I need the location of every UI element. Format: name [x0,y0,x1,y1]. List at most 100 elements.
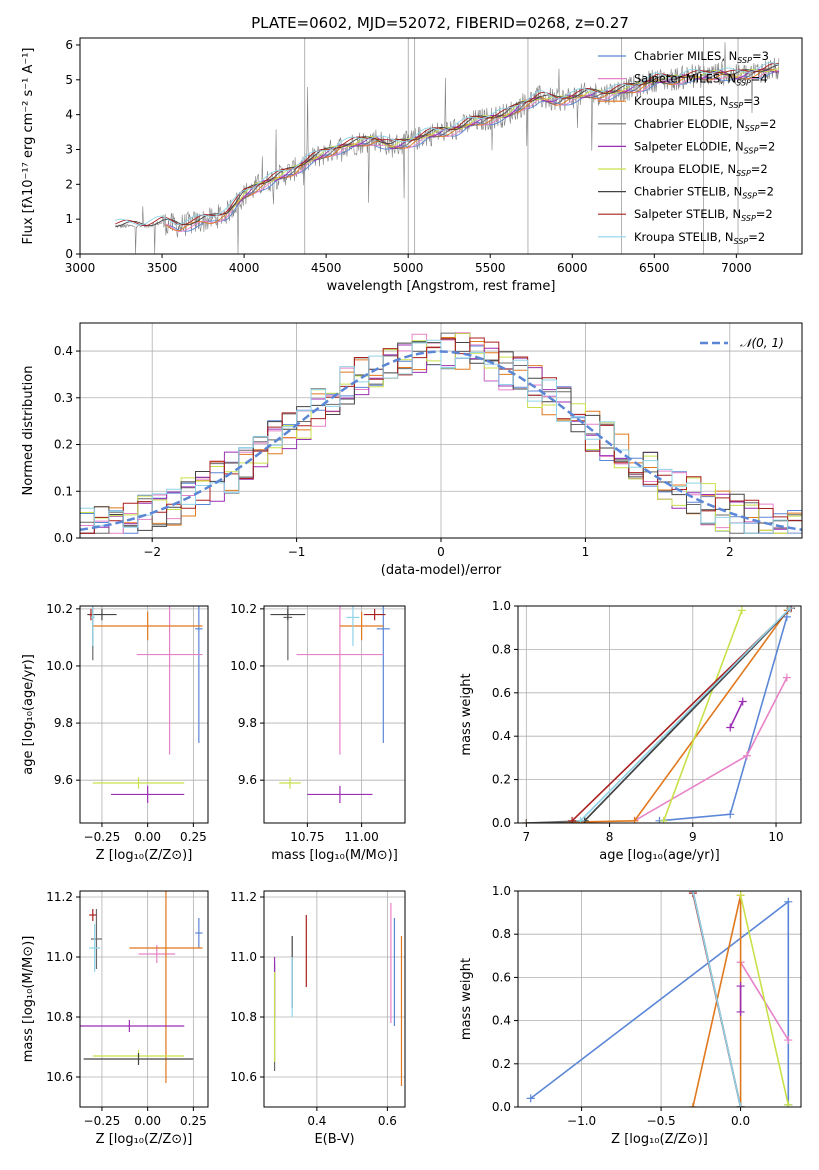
weight-point-marker [688,891,697,895]
x-tick-label: 0.4 [307,1114,326,1128]
y-tick-label: 1 [65,212,73,226]
panel-weight_vs_age: 7 8 9 10 0.0 0.2 0.4 0.6 0.8 1.0 age [log₁₀(age/yr… [459,599,802,863]
legend-label: Salpeter ELODIE, NSSP=2 [634,139,775,155]
x-tick-label: −0.25 [84,1114,121,1128]
panel-weight_vs_Z: −1.0 −0.5 0.0 0.0 0.2 0.4 0.6 0.8 1.0 Z [log₁₀(Z/… [459,884,802,1147]
weight-point-marker [742,751,751,760]
y-tick-label: 5 [65,73,73,87]
x-tick-label: −1.0 [567,1114,596,1128]
y-tick-label: 3 [65,142,73,156]
axes-frame [263,890,406,1108]
y-tick-label: 0.8 [492,927,511,941]
weight-point-marker [782,673,791,682]
y-axis-label: Flux [fλ10⁻¹⁷ erg cm⁻² s⁻¹ A⁻¹] [21,48,36,245]
weight-series-line [579,607,791,822]
model-fit-line [115,62,779,227]
x-tick-label: 0 [437,545,445,559]
legend-label: Salpeter STELIB, NSSP=2 [634,207,773,223]
y-axis-label: mass [log₁₀(M/M⊙)] [21,936,36,1063]
y-axis-label: mass weight [459,673,474,755]
weight-point-marker [736,982,745,991]
weight-point-marker [784,897,793,906]
panel-residuals: −2 −1 0 1 2 0.0 0.1 0.2 0.3 0.4 (data-model)/error… [21,322,803,578]
y-axis-label: age [log₁₀(age/yr)] [21,654,36,775]
histogram-step-line [80,339,802,534]
weight-series-line [526,607,791,823]
x-tick-label: 2 [726,545,734,559]
x-tick-label: 0.00 [134,830,161,844]
weight-point-marker [522,819,531,823]
model-fit-line [115,64,780,228]
x-tick-label: −2 [143,545,161,559]
y-tick-label: 0.6 [492,970,511,984]
y-tick-label: 9.8 [54,716,73,730]
axes-frame [79,890,209,1108]
x-tick-label: 11.00 [344,830,378,844]
y-tick-label: 10.6 [230,1070,257,1084]
y-tick-label: 11.0 [46,950,73,964]
panel-mass_vs_ebv: 0.4 0.6 10.6 10.8 11.0 11.2 E(B-V) [230,890,406,1147]
x-axis-label: (data-model)/error [381,563,502,578]
weight-series-line [729,701,744,728]
weight-point-marker [738,697,747,706]
weight-series-line [526,609,789,823]
y-tick-label: 11.2 [46,890,73,904]
x-tick-label: 10.75 [290,830,324,844]
y-tick-label: 10.0 [230,659,257,673]
model-fit-line [227,68,780,212]
panel-spectrum: 3000 3500 4000 4500 5000 5500 6000 6500 7000 0 1 2 3… [21,37,803,294]
y-tick-label: 0.4 [492,1014,511,1028]
weight-point-marker [736,1007,745,1016]
x-axis-label: wavelength [Angstrom, rest frame] [327,279,556,294]
y-tick-label: 1.0 [492,599,511,613]
x-tick-label: −0.25 [84,830,121,844]
legend-label: Salpeter MILES, NSSP=4 [634,72,768,88]
model-fit-line [165,69,778,232]
x-tick-label: 3500 [147,261,178,275]
plot-area [522,606,796,823]
plot-area [80,332,802,534]
x-tick-label: 0.00 [134,1114,161,1128]
y-tick-label: 11.0 [230,950,257,964]
x-tick-label: 9 [689,830,697,844]
x-tick-label: 1 [582,545,590,559]
x-tick-label: 0.0 [731,1114,750,1128]
weight-series-line [659,616,788,822]
weight-point-marker [784,1036,793,1045]
figure-title: PLATE=0602, MJD=52072, FIBERID=0268, z=0… [251,14,629,32]
y-tick-label: 1.0 [492,884,511,898]
y-tick-label: 10.8 [46,1010,73,1024]
y-tick-label: 10.0 [46,659,73,673]
weight-point-marker [659,816,668,823]
panel-age_vs_Z: −0.25 0.00 0.25 9.6 9.8 10.0 10.2 Z [log₁₀(Z/Z⊙… [21,602,209,863]
y-tick-label: 9.8 [238,716,257,730]
x-tick-label: −1 [288,545,306,559]
axes-frame [79,605,209,824]
y-tick-label: 10.2 [230,602,257,616]
x-axis-label: Z [log₁₀(Z/Z⊙)] [96,848,193,863]
y-tick-label: 0.3 [54,391,73,405]
x-tick-label: 6000 [557,261,588,275]
y-tick-label: 0.2 [492,1057,511,1071]
panel-age_vs_mass: 10.75 11.00 9.6 9.8 10.0 10.2 mass [log₁₀(M/M⊙… [230,602,406,863]
legend-label: Kroupa MILES, NSSP=3 [634,94,760,110]
y-tick-label: 0.4 [54,344,73,358]
y-tick-label: 2 [65,177,73,191]
plot-area [80,891,203,1083]
histogram-step-line [80,340,802,534]
x-tick-label: 4500 [311,261,342,275]
x-axis-label: age [log₁₀(age/yr)] [599,848,720,863]
weight-series-line [584,607,792,822]
weight-point-marker [526,1094,535,1103]
y-tick-label: 0.6 [492,686,511,700]
weight-point-marker [688,1103,697,1107]
plots-group: 3000 3500 4000 4500 5000 5500 6000 6500 7000 0 1 2 3… [21,37,803,1147]
y-tick-label: 10.8 [230,1010,257,1024]
x-tick-label: 7 [523,830,531,844]
y-tick-label: 0.0 [54,531,73,545]
plot-area [115,38,780,254]
x-tick-label: 0.25 [180,1114,207,1128]
legend-label: 𝒩(0, 1) [740,336,784,350]
y-tick-label: 11.2 [230,890,257,904]
